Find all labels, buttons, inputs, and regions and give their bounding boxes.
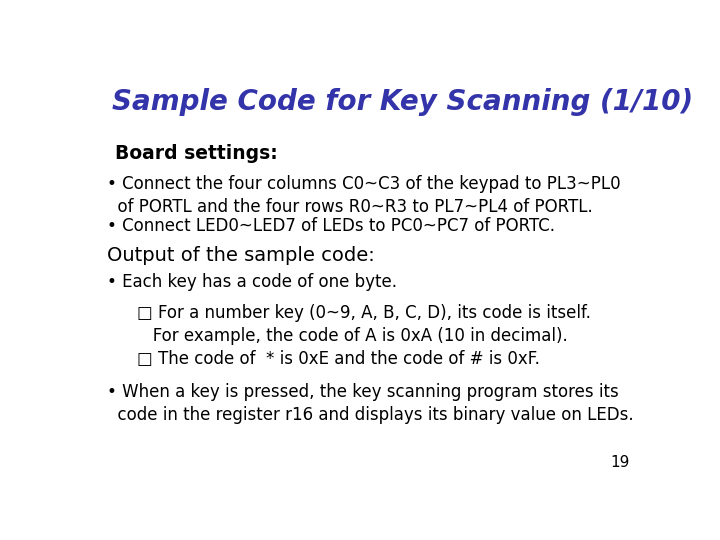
Text: Sample Code for Key Scanning (1/10): Sample Code for Key Scanning (1/10) (112, 87, 693, 116)
Text: Output of the sample code:: Output of the sample code: (107, 246, 374, 265)
Text: □ For a number key (0~9, A, B, C, D), its code is itself.
   For example, the co: □ For a number key (0~9, A, B, C, D), it… (138, 304, 591, 345)
Text: • Connect LED0~LED7 of LEDs to PC0~PC7 of PORTC.: • Connect LED0~LED7 of LEDs to PC0~PC7 o… (107, 217, 554, 234)
Text: 19: 19 (611, 455, 630, 470)
Text: • Each key has a code of one byte.: • Each key has a code of one byte. (107, 273, 397, 291)
Text: □ The code of  * is 0xE and the code of # is 0xF.: □ The code of * is 0xE and the code of #… (138, 349, 540, 368)
Text: • When a key is pressed, the key scanning program stores its
  code in the regis: • When a key is pressed, the key scannin… (107, 383, 634, 424)
Text: • Connect the four columns C0~C3 of the keypad to PL3~PL0
  of PORTL and the fou: • Connect the four columns C0~C3 of the … (107, 175, 621, 216)
Text: Board settings:: Board settings: (115, 144, 278, 163)
